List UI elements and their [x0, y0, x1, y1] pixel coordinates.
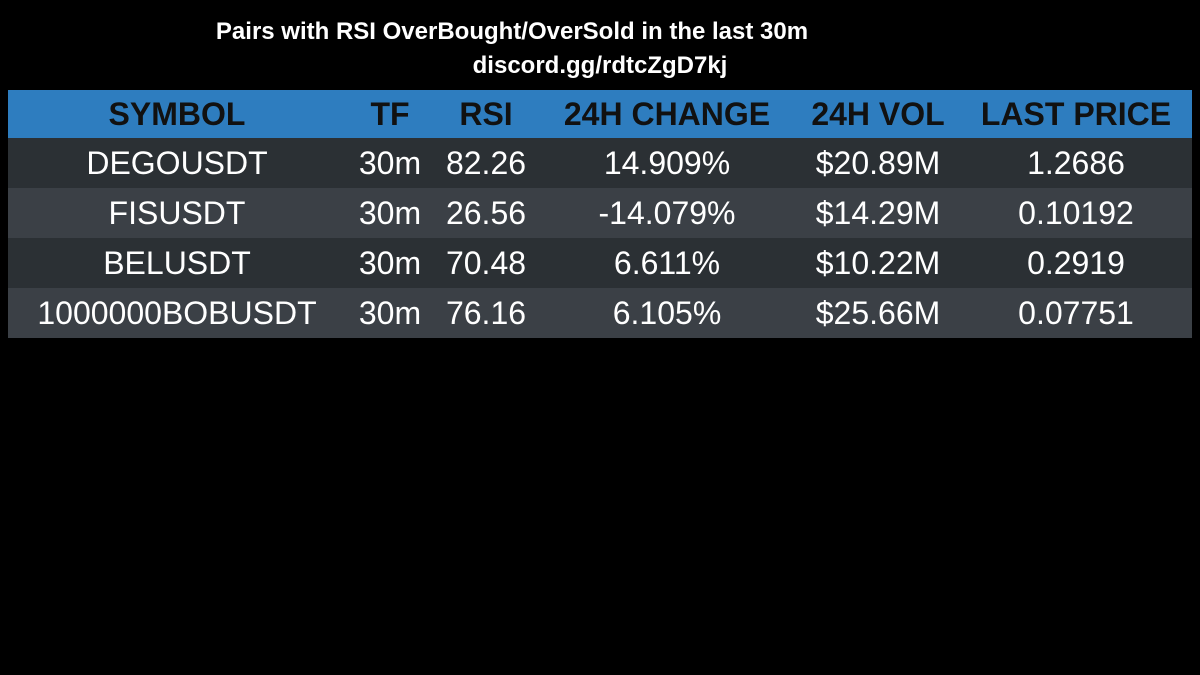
cell-24h-change: 14.909% — [603, 144, 731, 181]
cell-tf: 30m — [358, 294, 422, 331]
page-title: Pairs with RSI OverBought/OverSold in th… — [215, 18, 809, 45]
cell-rsi: 82.26 — [445, 144, 527, 181]
cell-tf: 30m — [358, 244, 422, 281]
cell-symbol: FISUSDT — [108, 194, 246, 231]
column-header-tf: TF — [370, 95, 410, 132]
cell-24h-vol: $20.89M — [815, 144, 941, 181]
cell-rsi: 70.48 — [445, 244, 527, 281]
table-row: FISUSDT 30m 26.56 -14.079% $14.29M 0.101… — [8, 188, 1192, 238]
table-header-row: SYMBOL TF RSI 24H CHANGE 24H VOL LAST PR… — [8, 90, 1192, 138]
cell-last-price: 0.07751 — [1018, 294, 1134, 331]
column-header-last-price: LAST PRICE — [980, 95, 1172, 132]
cell-24h-vol: $10.22M — [815, 244, 941, 281]
cell-symbol: 1000000BOBUSDT — [37, 294, 317, 331]
cell-tf: 30m — [358, 194, 422, 231]
cell-24h-change: 6.105% — [612, 294, 722, 331]
cell-24h-vol: $25.66M — [815, 294, 941, 331]
discord-link: discord.gg/rdtcZgD7kj — [472, 52, 728, 79]
cell-last-price: 0.2919 — [1027, 244, 1125, 281]
rsi-table: SYMBOL TF RSI 24H CHANGE 24H VOL LAST PR… — [8, 90, 1192, 338]
column-header-24h-change: 24H CHANGE — [563, 95, 771, 132]
table-row: 1000000BOBUSDT 30m 76.16 6.105% $25.66M … — [8, 288, 1192, 338]
cell-tf: 30m — [358, 144, 422, 181]
cell-24h-vol: $14.29M — [815, 194, 941, 231]
cell-rsi: 76.16 — [445, 294, 527, 331]
cell-symbol: DEGOUSDT — [86, 144, 268, 181]
cell-last-price: 1.2686 — [1027, 144, 1125, 181]
column-header-symbol: SYMBOL — [108, 95, 246, 132]
cell-rsi: 26.56 — [445, 194, 527, 231]
table-row: BELUSDT 30m 70.48 6.611% $10.22M 0.2919 — [8, 238, 1192, 288]
column-header-24h-vol: 24H VOL — [811, 95, 945, 132]
cell-24h-change: 6.611% — [613, 244, 721, 281]
table-row: DEGOUSDT 30m 82.26 14.909% $20.89M 1.268… — [8, 138, 1192, 188]
column-header-rsi: RSI — [459, 95, 513, 132]
cell-24h-change: -14.079% — [598, 194, 736, 231]
cell-last-price: 0.10192 — [1018, 194, 1134, 231]
cell-symbol: BELUSDT — [103, 244, 251, 281]
